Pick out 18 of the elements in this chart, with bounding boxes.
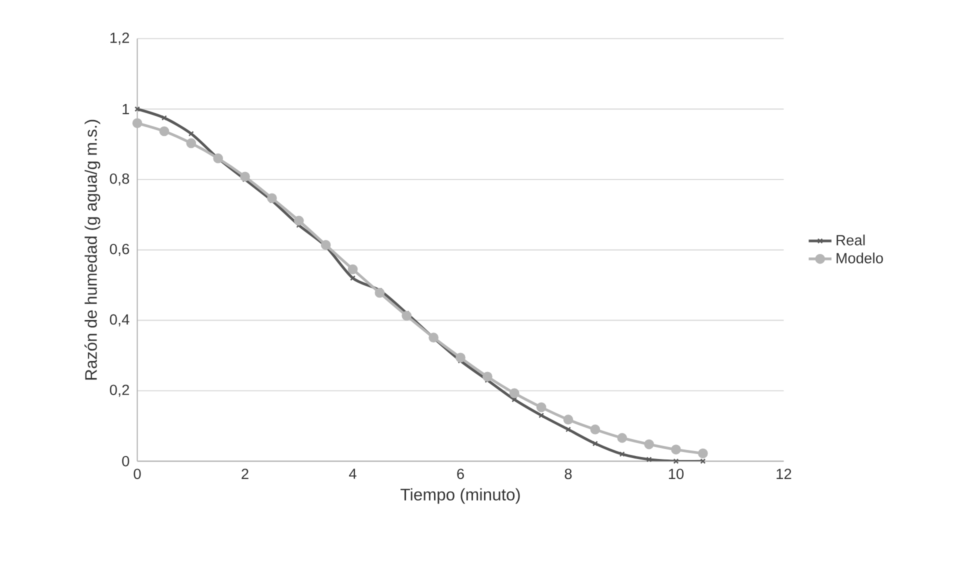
x-tick-label: 4 [349,468,356,479]
legend-label: Real [836,234,865,246]
y-tick-label: 0,8 [110,173,130,186]
y-tick-label: 0,4 [110,314,130,326]
x-tick-label: 10 [668,468,684,480]
x-axis-title: Tiempo (minuto) [400,488,520,504]
x-tick-label: 8 [564,468,572,480]
x-tick-label: 12 [776,468,792,479]
y-tick-label: 1 [122,104,130,114]
y-tick-label: 1,2 [110,32,129,45]
y-tick-label: 0,6 [110,244,130,256]
legend-label: Modelo [836,252,883,264]
x-tick-label: 0 [134,468,141,480]
y-axis-title: Razón de humedad (g agua/g m.s.) [84,120,100,380]
y-tick-label: 0,2 [110,384,129,397]
x-tick-label: 2 [242,468,248,479]
x-tick-label: 6 [457,468,464,480]
y-tick-label: 0 [122,456,130,466]
